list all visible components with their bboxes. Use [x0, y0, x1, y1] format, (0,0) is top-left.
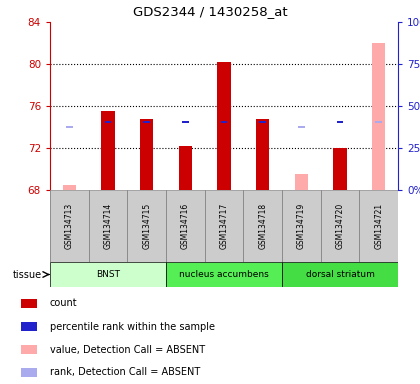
Text: dorsal striatum: dorsal striatum — [306, 270, 375, 279]
Text: GSM134714: GSM134714 — [103, 203, 113, 249]
Bar — [182, 121, 189, 123]
Bar — [178, 146, 192, 190]
Bar — [256, 119, 270, 190]
Bar — [372, 43, 386, 190]
Bar — [66, 126, 73, 128]
Bar — [336, 121, 344, 123]
Bar — [21, 323, 37, 331]
Bar — [21, 300, 37, 308]
Bar — [127, 190, 166, 262]
Bar — [166, 262, 282, 287]
Bar — [220, 121, 228, 123]
Text: nucleus accumbens: nucleus accumbens — [179, 270, 269, 279]
Text: percentile rank within the sample: percentile rank within the sample — [50, 321, 215, 331]
Bar — [50, 262, 166, 287]
Bar — [320, 190, 360, 262]
Bar — [143, 121, 150, 123]
Bar — [333, 148, 347, 190]
Bar — [259, 121, 266, 123]
Text: tissue: tissue — [13, 270, 42, 280]
Bar — [21, 369, 37, 377]
Bar — [101, 111, 115, 190]
Text: GSM134717: GSM134717 — [220, 203, 228, 249]
Bar — [298, 126, 305, 128]
Text: GSM134721: GSM134721 — [374, 203, 383, 249]
Bar — [205, 190, 243, 262]
Bar — [282, 262, 398, 287]
Bar — [50, 190, 89, 262]
Text: GSM134713: GSM134713 — [65, 203, 74, 249]
Bar — [282, 190, 320, 262]
Bar — [63, 185, 76, 190]
Bar — [166, 190, 205, 262]
Text: GSM134719: GSM134719 — [297, 203, 306, 249]
Text: count: count — [50, 298, 77, 308]
Bar — [294, 174, 308, 190]
Text: GSM134720: GSM134720 — [336, 203, 344, 249]
Bar — [105, 121, 111, 123]
Text: GDS2344 / 1430258_at: GDS2344 / 1430258_at — [133, 5, 287, 18]
Bar — [140, 119, 153, 190]
Bar — [243, 190, 282, 262]
Bar — [360, 190, 398, 262]
Bar — [375, 121, 382, 123]
Bar — [89, 190, 127, 262]
Text: BNST: BNST — [96, 270, 120, 279]
Text: rank, Detection Call = ABSENT: rank, Detection Call = ABSENT — [50, 367, 200, 377]
Text: GSM134715: GSM134715 — [142, 203, 151, 249]
Bar — [217, 62, 231, 190]
Bar — [21, 346, 37, 354]
Text: value, Detection Call = ABSENT: value, Detection Call = ABSENT — [50, 344, 205, 354]
Text: GSM134718: GSM134718 — [258, 203, 267, 249]
Bar — [375, 121, 382, 123]
Text: GSM134716: GSM134716 — [181, 203, 190, 249]
